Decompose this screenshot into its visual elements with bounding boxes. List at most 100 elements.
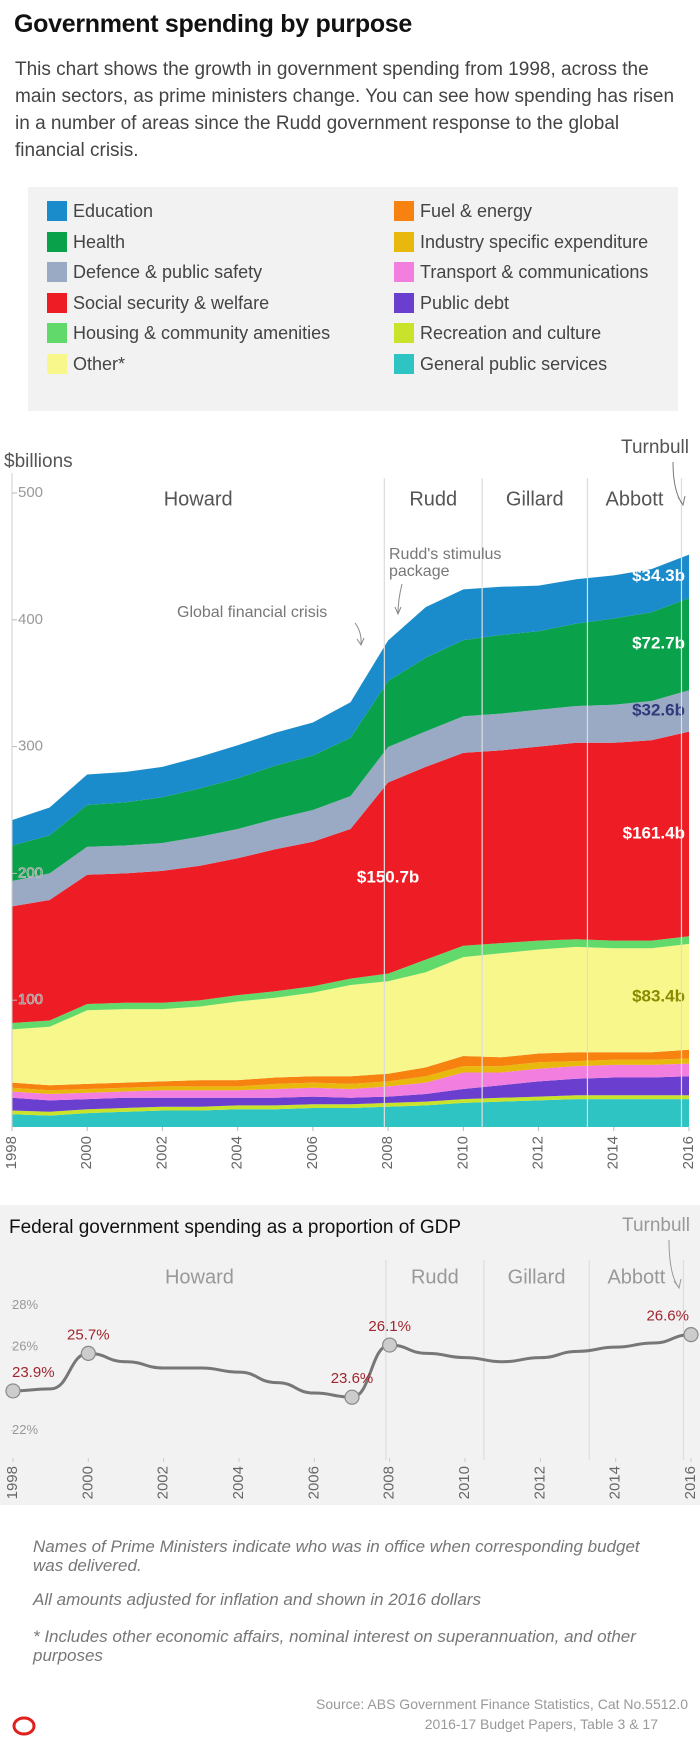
y-axis-label: $billions — [4, 451, 73, 472]
x-tick-label: 2008 — [381, 1466, 398, 1499]
era-arrow — [672, 461, 686, 507]
value-label: 23.6% — [331, 1370, 374, 1387]
chart-title: Federal government spending as a proport… — [9, 1217, 461, 1238]
source: Source: ABS Government Finance Statistic… — [316, 1696, 688, 1712]
area — [12, 1095, 689, 1116]
value-label: $32.6b — [632, 700, 685, 719]
legend-swatch — [394, 231, 414, 252]
area — [12, 1063, 689, 1101]
note: All amounts adjusted for inflation and s… — [33, 1590, 481, 1609]
y-tick-label: 500 — [18, 484, 43, 501]
x-tick-label: 2012 — [531, 1466, 548, 1499]
logo — [12, 1716, 36, 1736]
title: Government spending by purpose — [14, 10, 412, 38]
y-tick-label: 300 — [18, 738, 43, 755]
marker — [382, 1337, 398, 1353]
legend-swatch — [394, 323, 414, 343]
value-label: $83.4b — [632, 986, 685, 1005]
annotation: Global financial crisis — [177, 604, 328, 621]
x-tick-label: 1998 — [4, 1466, 21, 1499]
area — [12, 1099, 689, 1127]
area — [12, 943, 689, 1086]
legend-swatch — [47, 262, 67, 282]
area — [12, 1076, 689, 1112]
era-label: Gillard — [506, 488, 564, 510]
x-tick-label: 2010 — [454, 1136, 471, 1169]
marker — [344, 1389, 360, 1405]
x-tick-label: 2012 — [530, 1136, 547, 1169]
area — [12, 731, 689, 1023]
marker — [80, 1345, 96, 1362]
legend-label: Health — [73, 231, 126, 252]
x-tick-label: 2000 — [79, 1466, 96, 1499]
legend-label: Defence & public safety — [73, 262, 263, 282]
marker — [5, 1383, 21, 1399]
legend-label: Fuel & energy — [420, 201, 533, 221]
legend-swatch — [47, 201, 67, 221]
marker — [683, 1327, 699, 1343]
value-label: 26.1% — [368, 1318, 411, 1335]
value-label: $72.7b — [632, 634, 685, 653]
x-tick-label: 2016 — [680, 1136, 697, 1169]
value-label: 25.7% — [67, 1326, 110, 1343]
legend-label: Education — [73, 201, 154, 221]
area — [12, 936, 689, 1030]
legend-swatch — [47, 323, 67, 343]
y-tick-label: 200 — [18, 864, 43, 881]
value-label: $161.4b — [623, 823, 685, 842]
note: Names of Prime Ministers indicate who wa… — [33, 1537, 640, 1575]
legend: Education Health Defence & public safety So… — [28, 187, 678, 411]
x-tick-label: 2014 — [605, 1136, 622, 1169]
legend-swatch — [47, 231, 67, 252]
legend-label: Recreation and culture — [420, 323, 602, 343]
x-tick-label: 2000 — [78, 1136, 95, 1169]
legend-label: Public debt — [420, 292, 510, 313]
era-label: Abbott — [607, 1266, 665, 1288]
legend-swatch — [394, 353, 414, 374]
value-label: 23.9% — [12, 1364, 55, 1381]
gdp-panel — [0, 1205, 700, 1505]
x-tick-label: 2008 — [379, 1136, 396, 1169]
value-label: $34.3b — [632, 566, 685, 585]
x-tick-label: 2014 — [607, 1466, 624, 1499]
area — [12, 598, 689, 881]
annotation-arrow — [354, 622, 365, 647]
y-tick-label: 28% — [12, 1297, 38, 1312]
intro: This chart shows the growth in governmen… — [15, 59, 675, 161]
legend-label: Transport & communications — [420, 262, 649, 282]
era-label: Howard — [164, 488, 233, 510]
area — [12, 690, 689, 907]
legend-label: Housing & community amenities — [73, 323, 331, 343]
legend-swatch — [47, 353, 67, 374]
y-tick-label: 22% — [12, 1422, 38, 1437]
legend-label: Other* — [73, 353, 126, 374]
x-tick-label: 2010 — [456, 1466, 473, 1499]
y-tick-label: 400 — [18, 611, 43, 628]
era-label: Rudd — [409, 488, 457, 510]
x-tick-label: 2016 — [682, 1466, 699, 1499]
area — [12, 1049, 689, 1091]
era-label: Turnbull — [622, 1215, 690, 1236]
y-tick-label: 100 — [18, 991, 43, 1008]
x-tick-label: 2002 — [155, 1466, 172, 1499]
x-tick-label: 2006 — [305, 1466, 322, 1499]
note: * Includes other economic affairs, nomin… — [33, 1627, 636, 1665]
era-arrow — [668, 1239, 682, 1290]
era-label: Turnbull — [621, 437, 689, 458]
legend-swatch — [47, 292, 67, 313]
legend-label: Industry specific expenditure — [420, 231, 649, 252]
value-label: 26.6% — [646, 1308, 689, 1325]
source: 2016-17 Budget Papers, Table 3 & 17 — [424, 1716, 658, 1732]
era-label: Rudd — [411, 1266, 459, 1288]
area — [12, 554, 689, 846]
era-label: Gillard — [508, 1266, 566, 1288]
x-tick-label: 2002 — [153, 1136, 170, 1169]
legend-label: Social security & welfare — [73, 292, 270, 313]
value-label: $150.7b — [357, 868, 419, 887]
legend-label: General public services — [420, 353, 608, 374]
x-tick-label: 2004 — [229, 1136, 246, 1169]
legend-swatch — [394, 201, 414, 221]
era-label: Howard — [165, 1266, 234, 1288]
